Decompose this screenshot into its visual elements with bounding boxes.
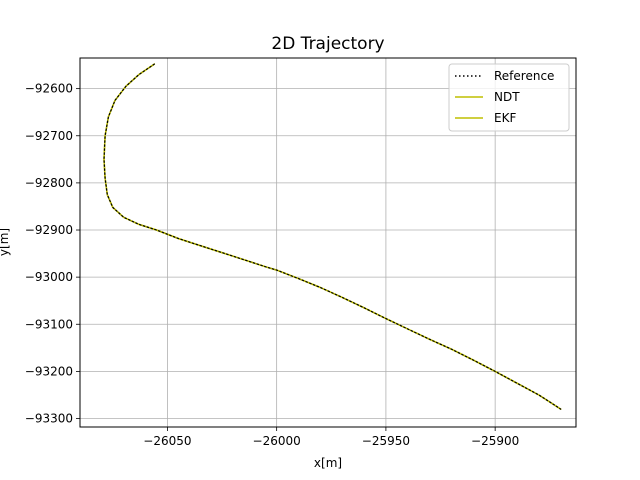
chart-title: 2D Trajectory [271, 34, 384, 54]
y-tick-label: −93300 [25, 412, 73, 426]
x-tick-label: −26000 [253, 434, 301, 448]
grid [80, 58, 576, 427]
x-axis-label: x[m] [314, 456, 342, 470]
x-tick-label: −25950 [362, 434, 410, 448]
series-line-reference [103, 63, 562, 410]
y-tick-label: −93000 [25, 270, 73, 284]
y-tick-label: −93200 [25, 364, 73, 378]
legend: Reference NDT EKF [448, 63, 570, 132]
x-tick-label: −26050 [143, 434, 191, 448]
y-axis-ticks: −92600 −92700 −92800 −92900 −93000 −93100 −932… [25, 82, 80, 426]
legend-label-ndt: NDT [494, 90, 520, 104]
legend-label-ekf: EKF [494, 111, 516, 125]
y-tick-label: −92700 [25, 129, 73, 143]
x-tick-label: −25900 [471, 434, 519, 448]
y-axis-label: y[m] [0, 228, 11, 256]
plot-frame [79, 57, 577, 428]
y-tick-label: −92800 [25, 176, 73, 190]
x-axis-ticks: −26050 −26000 −25950 −25900 [143, 427, 519, 448]
legend-box [448, 63, 570, 132]
series-lines [103, 63, 562, 410]
legend-label-reference: Reference [494, 69, 554, 83]
y-tick-label: −92900 [25, 223, 73, 237]
y-tick-label: −93100 [25, 317, 73, 331]
y-tick-label: −92600 [25, 82, 73, 96]
